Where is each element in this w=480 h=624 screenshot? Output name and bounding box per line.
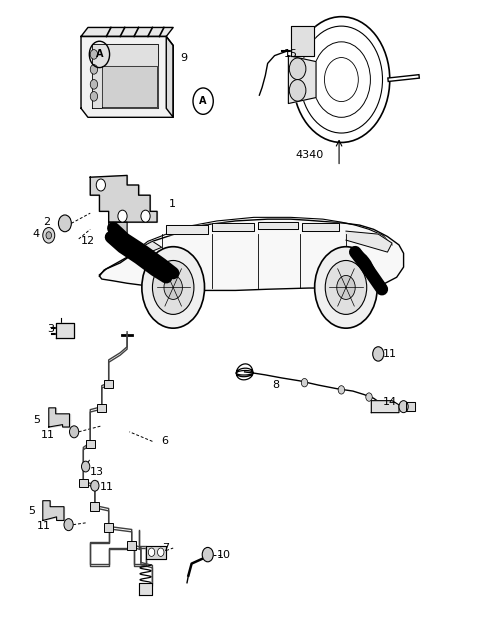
Text: 11: 11 (37, 521, 51, 531)
Circle shape (372, 347, 384, 361)
Polygon shape (141, 241, 162, 252)
Circle shape (315, 246, 377, 328)
Text: 13: 13 (90, 467, 104, 477)
Circle shape (43, 228, 55, 243)
Polygon shape (166, 225, 208, 234)
Text: A: A (199, 96, 207, 106)
Circle shape (164, 275, 182, 300)
Bar (127, 542, 136, 550)
Polygon shape (406, 402, 415, 411)
Polygon shape (81, 27, 173, 36)
Circle shape (141, 210, 150, 222)
Circle shape (325, 260, 367, 314)
Text: A: A (96, 49, 103, 59)
Text: 14: 14 (383, 397, 397, 407)
Polygon shape (81, 36, 173, 117)
Polygon shape (99, 219, 404, 291)
Text: 12: 12 (81, 236, 95, 246)
Bar (104, 524, 113, 532)
Circle shape (289, 58, 306, 80)
Text: 2: 2 (43, 217, 50, 227)
Text: 1: 1 (168, 199, 176, 209)
Circle shape (157, 548, 164, 557)
Polygon shape (258, 222, 298, 230)
Polygon shape (49, 408, 70, 427)
Polygon shape (43, 500, 64, 520)
Polygon shape (108, 222, 127, 240)
Circle shape (338, 386, 345, 394)
Text: 4: 4 (33, 229, 40, 239)
Text: 15: 15 (284, 49, 298, 59)
Polygon shape (212, 223, 254, 231)
Text: 7: 7 (162, 543, 169, 553)
Circle shape (90, 50, 97, 59)
Text: 11: 11 (41, 430, 55, 440)
Polygon shape (145, 545, 166, 559)
Polygon shape (56, 323, 74, 338)
Circle shape (399, 401, 408, 412)
Polygon shape (166, 36, 173, 117)
Circle shape (90, 65, 97, 74)
Text: 6: 6 (162, 436, 168, 446)
Circle shape (142, 246, 204, 328)
Circle shape (59, 215, 72, 232)
Circle shape (301, 379, 308, 387)
Circle shape (70, 426, 79, 438)
Circle shape (90, 80, 97, 89)
Circle shape (90, 92, 97, 101)
Circle shape (91, 480, 99, 491)
Polygon shape (90, 175, 157, 222)
Bar (79, 479, 88, 487)
Bar (90, 502, 99, 511)
Circle shape (148, 548, 155, 557)
Circle shape (82, 461, 90, 472)
Polygon shape (92, 44, 158, 109)
Circle shape (289, 80, 306, 101)
Text: 8: 8 (272, 380, 279, 390)
Circle shape (96, 179, 106, 191)
Polygon shape (372, 401, 399, 412)
Bar (85, 439, 95, 448)
Circle shape (202, 547, 213, 562)
Text: 5: 5 (28, 506, 35, 516)
Polygon shape (288, 56, 316, 104)
Text: 11: 11 (99, 482, 113, 492)
Text: 11: 11 (383, 349, 397, 359)
Polygon shape (139, 583, 153, 595)
Text: 4340: 4340 (295, 150, 324, 160)
Circle shape (64, 519, 73, 530)
Circle shape (153, 260, 194, 314)
Circle shape (118, 210, 127, 222)
Polygon shape (346, 231, 392, 252)
Text: 9: 9 (180, 53, 187, 63)
Polygon shape (102, 66, 157, 107)
Circle shape (46, 232, 51, 239)
Text: 10: 10 (217, 550, 231, 560)
Bar (104, 379, 113, 388)
Circle shape (337, 275, 355, 300)
Circle shape (366, 393, 372, 401)
Polygon shape (291, 26, 314, 56)
Polygon shape (302, 223, 339, 231)
Text: 3: 3 (48, 324, 54, 334)
Text: 5: 5 (34, 415, 41, 425)
Bar (97, 404, 107, 412)
